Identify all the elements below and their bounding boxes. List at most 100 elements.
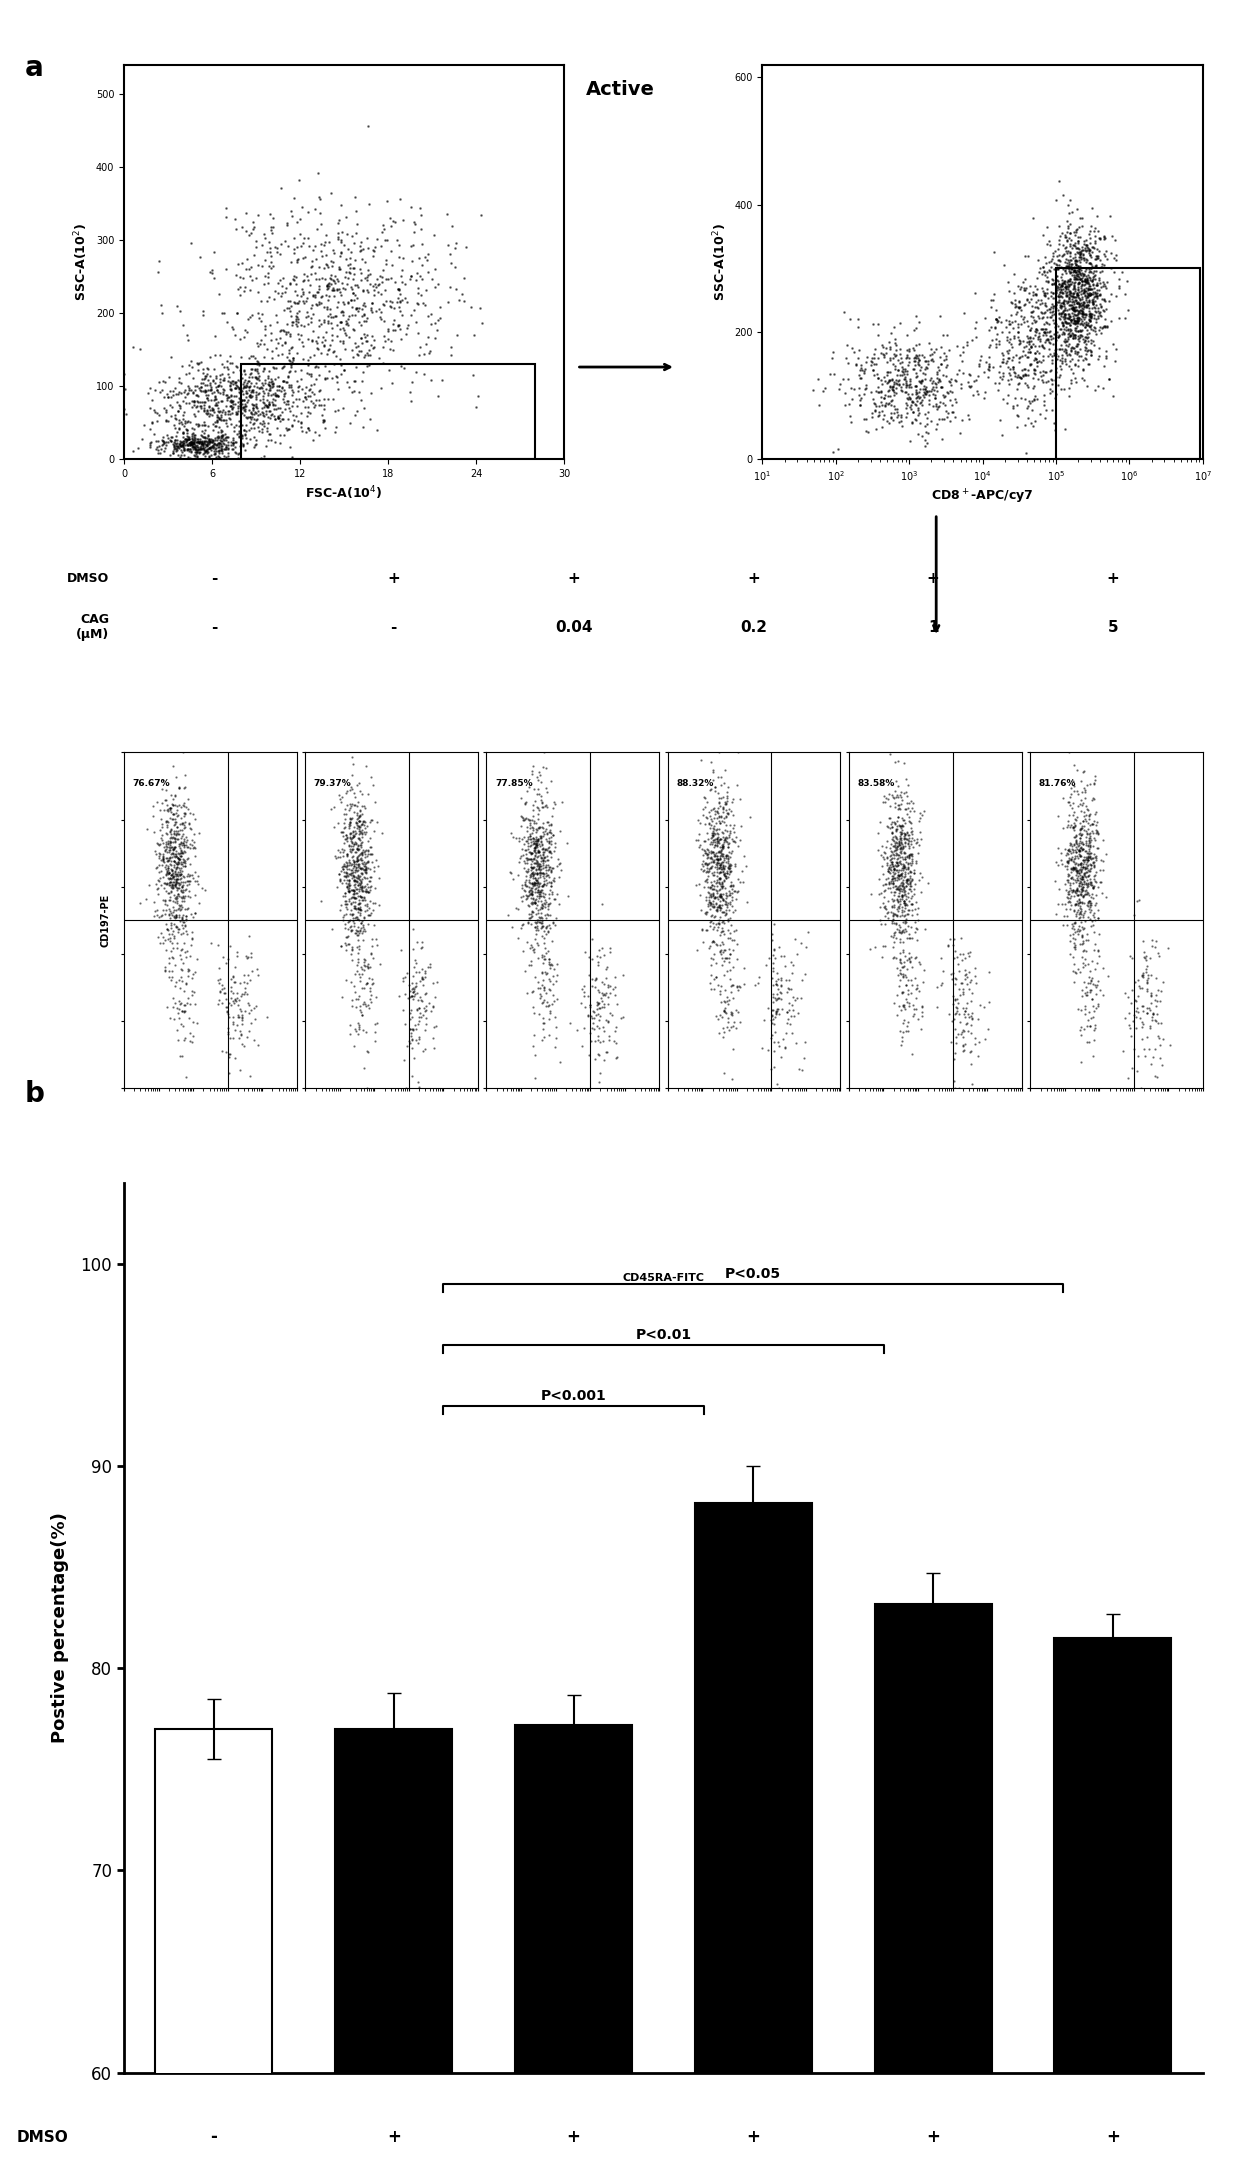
Point	[715, 985, 735, 1019]
Point	[164, 870, 184, 905]
Point	[898, 853, 918, 887]
Point	[985, 311, 1004, 345]
Point	[1068, 304, 1087, 339]
Point	[585, 1023, 605, 1058]
Point	[1074, 950, 1094, 985]
Point	[523, 846, 543, 881]
Point	[713, 795, 733, 829]
Point	[185, 412, 205, 447]
Point	[378, 313, 398, 348]
Point	[1044, 337, 1064, 371]
Point	[259, 248, 279, 283]
Point	[232, 421, 252, 456]
Point	[213, 296, 233, 330]
Point	[557, 825, 577, 859]
Point	[1058, 844, 1078, 879]
Point	[166, 846, 186, 881]
Point	[906, 972, 926, 1006]
Point	[250, 304, 270, 339]
Point	[218, 1010, 238, 1045]
Point	[1008, 289, 1028, 324]
Point	[707, 829, 727, 864]
Point	[911, 386, 931, 421]
Point	[193, 423, 213, 458]
Point	[1083, 313, 1102, 348]
Point	[1065, 810, 1085, 844]
Point	[180, 795, 200, 829]
Point	[454, 261, 474, 296]
Point	[248, 345, 268, 380]
Point	[1074, 276, 1094, 311]
Point	[169, 842, 188, 877]
Point	[190, 384, 210, 419]
Point	[172, 807, 192, 842]
Point	[879, 371, 899, 406]
Point	[883, 861, 903, 896]
Point	[839, 399, 859, 434]
Point	[317, 268, 337, 302]
Point	[691, 894, 711, 928]
Point	[1090, 309, 1110, 343]
Point	[175, 827, 195, 861]
Point	[909, 343, 929, 378]
Point	[174, 879, 193, 913]
Point	[155, 885, 175, 920]
Point	[159, 361, 179, 395]
Point	[713, 829, 733, 864]
Point	[161, 844, 181, 879]
Point	[543, 790, 563, 825]
Point	[712, 827, 732, 861]
Point	[915, 356, 935, 391]
Point	[171, 859, 191, 894]
Point	[709, 861, 729, 896]
Point	[233, 412, 253, 447]
Point	[766, 976, 786, 1010]
Point	[1035, 324, 1055, 358]
Point	[177, 840, 197, 874]
Point	[355, 788, 374, 823]
Point	[699, 853, 719, 887]
Point	[1003, 276, 1023, 311]
Point	[945, 363, 965, 397]
Point	[906, 991, 926, 1026]
Point	[1069, 855, 1089, 890]
Point	[1070, 926, 1090, 961]
Point	[340, 911, 360, 946]
Point	[712, 851, 732, 885]
Point	[885, 898, 905, 933]
Point	[1066, 294, 1086, 328]
Point	[1110, 261, 1130, 296]
Point	[1070, 838, 1090, 872]
Point	[340, 406, 360, 440]
Point	[1073, 885, 1092, 920]
Point	[515, 864, 534, 898]
Point	[1014, 300, 1034, 335]
Point	[1080, 302, 1100, 337]
Point	[377, 222, 397, 257]
Point	[177, 879, 197, 913]
Point	[1080, 976, 1100, 1010]
Point	[174, 384, 193, 419]
Point	[903, 378, 923, 412]
Point	[233, 976, 253, 1010]
Point	[259, 354, 279, 389]
Point	[862, 343, 882, 378]
Point	[878, 842, 898, 877]
Point	[187, 425, 207, 460]
Point	[1083, 283, 1102, 317]
Point	[708, 820, 728, 855]
Point	[875, 866, 895, 900]
Point	[714, 898, 734, 933]
Point	[1071, 296, 1091, 330]
Point	[157, 421, 177, 456]
Point	[164, 797, 184, 831]
Point	[518, 823, 538, 857]
Point	[1059, 315, 1079, 350]
Point	[885, 790, 905, 825]
Point	[527, 814, 547, 848]
Point	[528, 902, 548, 937]
Point	[877, 810, 897, 844]
Point	[1034, 274, 1054, 309]
Point	[877, 892, 897, 926]
Point	[1085, 261, 1105, 296]
